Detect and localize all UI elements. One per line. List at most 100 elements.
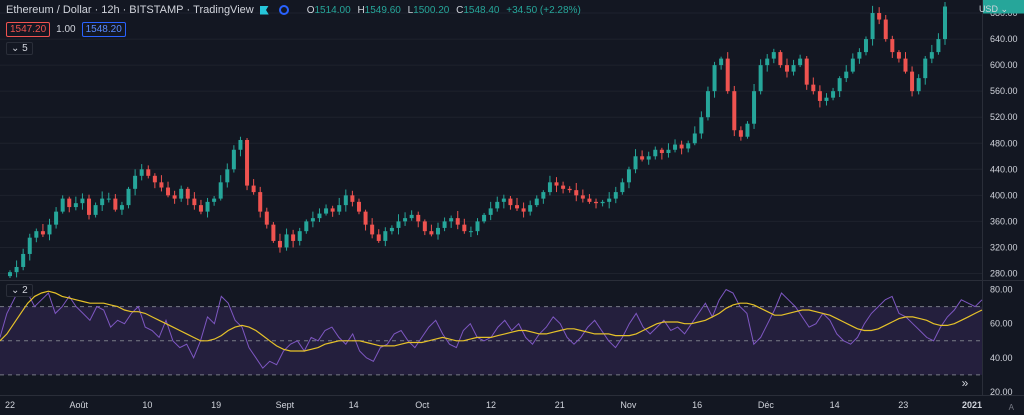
candle — [14, 260, 19, 278]
candle — [350, 190, 355, 207]
buy-price-button[interactable]: 1548.20 — [81, 22, 126, 37]
candle-body — [699, 117, 704, 134]
candle — [442, 217, 447, 232]
candle-body — [291, 234, 296, 241]
candle-body — [310, 218, 315, 222]
price-axis: 280.00 320.00 360.00 400.00 440.00 480.00 520.… — [983, 0, 1024, 397]
rsi-collapse-button[interactable]: ⌄ 2 — [6, 284, 33, 297]
candle-body — [475, 221, 480, 232]
time-tick-label: 2021 — [962, 400, 982, 410]
candle-body — [67, 198, 72, 208]
candle — [699, 111, 704, 139]
candle-body — [765, 58, 770, 66]
candle-body — [936, 39, 941, 53]
candle-body — [54, 211, 59, 225]
candle — [47, 218, 52, 241]
candle — [324, 204, 329, 216]
candle — [264, 207, 269, 229]
candle — [152, 173, 157, 189]
open-value: 1514.00 — [314, 4, 351, 16]
chevron-down-icon: ⌄ — [11, 285, 20, 296]
candle-body — [758, 65, 763, 92]
candle — [337, 197, 342, 215]
currency-selector[interactable]: USD ⌄ — [979, 4, 1008, 15]
candle — [212, 196, 217, 206]
time-tick-label: 16 — [692, 400, 702, 410]
candle-body — [330, 208, 335, 212]
candle — [462, 218, 467, 234]
chevron-down-icon: ⌄ — [997, 4, 1008, 14]
candle — [475, 218, 480, 236]
candle — [929, 44, 934, 64]
candle — [515, 197, 520, 211]
candle-body — [495, 201, 500, 209]
candle-body — [80, 198, 85, 204]
sell-price-button[interactable]: 1547.20 — [6, 22, 51, 37]
market-status-icon — [278, 5, 289, 15]
candle — [738, 126, 743, 141]
candle — [923, 56, 928, 85]
price-tick-label: 480.00 — [990, 138, 1018, 148]
candle-body — [488, 208, 493, 215]
candle-body — [27, 237, 32, 254]
candle — [409, 210, 414, 221]
candle — [673, 139, 678, 153]
candle-body — [60, 198, 65, 212]
candle-body — [126, 188, 131, 206]
main-indicator-count: 5 — [22, 43, 28, 54]
candle-body — [673, 144, 678, 150]
candle-body — [712, 65, 717, 92]
candle — [429, 224, 434, 237]
candle-body — [462, 224, 467, 232]
candle-body — [943, 6, 947, 40]
candle — [745, 121, 750, 139]
candle — [179, 185, 184, 202]
candle-body — [515, 205, 520, 209]
auto-scale-button[interactable]: A — [1008, 403, 1014, 412]
flag-icon[interactable] — [259, 5, 269, 15]
candle — [916, 74, 921, 95]
candle-body — [850, 58, 855, 72]
interval-label[interactable]: 12h — [101, 4, 120, 16]
candle — [67, 196, 72, 213]
candle-body — [541, 192, 546, 199]
candle-body — [304, 221, 309, 232]
candle — [192, 192, 197, 210]
candle-body — [14, 266, 19, 273]
candle — [692, 126, 697, 146]
candle — [883, 14, 888, 42]
candle — [712, 61, 717, 98]
candle-body — [771, 52, 776, 59]
candle-body — [324, 208, 329, 214]
candle-body — [633, 156, 638, 170]
candle — [646, 151, 651, 165]
time-tick-label: 10 — [142, 400, 152, 410]
candle-body — [594, 201, 599, 204]
candle — [133, 169, 138, 196]
candle-body — [613, 192, 618, 199]
symbol-title[interactable]: Ethereum / Dollar — [6, 4, 92, 16]
candle-body — [245, 140, 250, 186]
candle — [640, 150, 645, 162]
scroll-to-realtime-button[interactable]: » — [955, 375, 975, 391]
candle — [205, 197, 210, 218]
candle — [60, 195, 65, 214]
time-tick-label: 23 — [898, 400, 908, 410]
candlestick-series — [8, 1, 947, 279]
candle-body — [580, 195, 585, 199]
candle-body — [271, 224, 276, 241]
main-collapse-button[interactable]: ⌄ 5 — [6, 42, 33, 55]
rsi-indicator-count: 2 — [22, 285, 28, 296]
time-axis: 22 Août 10 19 Sept 14 Oct 12 21 Nov 16 Déc 14 23 2021 — [0, 395, 1024, 410]
candle-body — [47, 224, 52, 235]
candle-body — [356, 201, 361, 212]
candle-body — [231, 149, 236, 170]
candle-body — [166, 187, 171, 196]
candle — [106, 192, 111, 203]
candle — [449, 215, 454, 228]
chart-header: Ethereum / Dollar · 12h · BITSTAMP · Tra… — [6, 4, 585, 16]
exchange-label: BITSTAMP — [129, 4, 184, 16]
candle-body — [40, 231, 45, 235]
candle-body — [844, 71, 849, 79]
